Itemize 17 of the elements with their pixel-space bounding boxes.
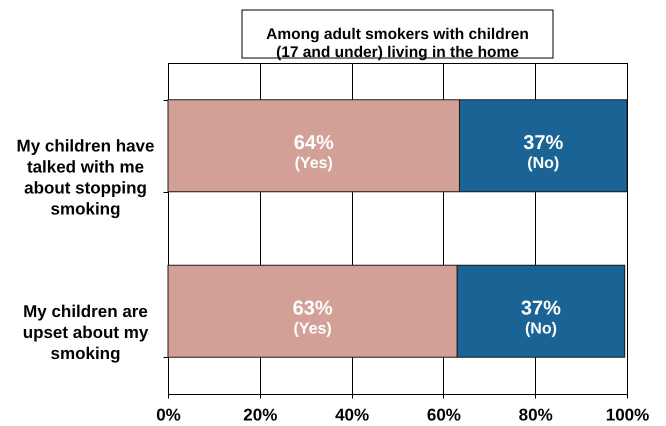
data-label: 37%: [520, 297, 562, 320]
series-label: (Yes): [294, 154, 333, 172]
data-label: 63%: [292, 297, 333, 320]
x-tick-label: 80%: [518, 406, 553, 424]
y-tick-label: My children have talked with me about stopping smoking: [16, 136, 154, 218]
x-tick-label: 40%: [335, 406, 370, 424]
y-tick-label: My children are upset about my smoking: [22, 302, 149, 363]
x-tick-label: 20%: [243, 406, 278, 424]
x-tick-label: 100%: [606, 406, 650, 424]
series-label: (No): [527, 154, 560, 172]
chart-title: Among adult smokers with children (17 and under) living in the home: [266, 26, 529, 61]
text: (No): [524, 320, 557, 338]
text: (Yes): [293, 320, 332, 338]
x-tick-label: 60%: [426, 406, 461, 424]
data-label: 37%: [523, 132, 564, 154]
x-tick-label: 0%: [156, 406, 181, 424]
data-label: 64%: [294, 132, 334, 154]
